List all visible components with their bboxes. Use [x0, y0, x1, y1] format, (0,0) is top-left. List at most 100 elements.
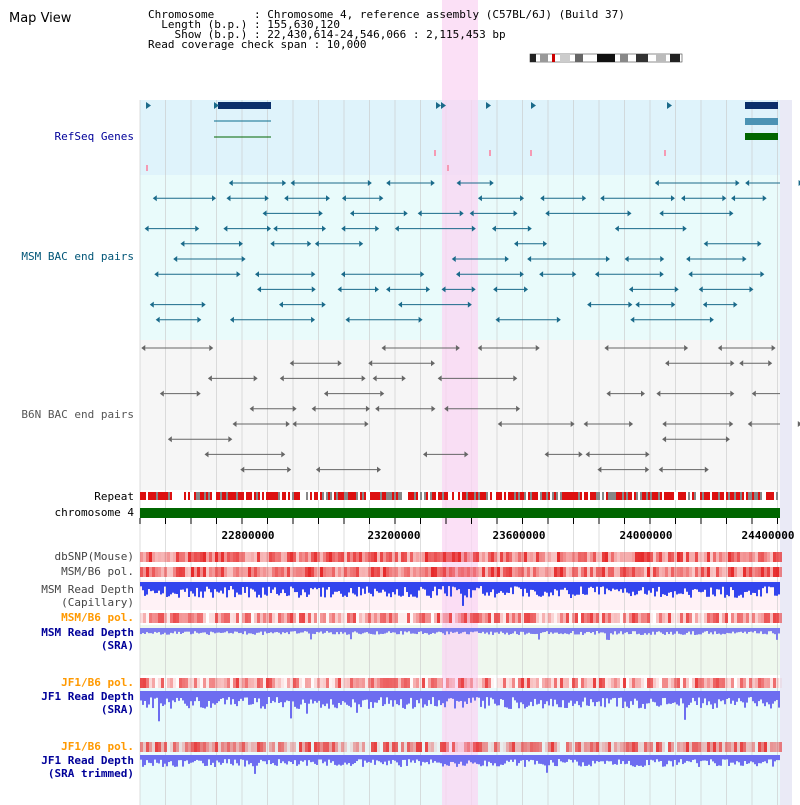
repeat-mark — [676, 492, 678, 500]
bac-end — [167, 436, 172, 443]
read-depth-bar — [288, 755, 290, 762]
repeat-mark — [358, 492, 360, 500]
track-label-dbsnp[interactable]: dbSNP(Mouse) — [54, 550, 134, 563]
repeat-mark — [326, 492, 328, 500]
snp-heat-cell — [221, 613, 224, 623]
snp-heat-cell — [215, 613, 218, 623]
repeat-mark — [556, 492, 558, 500]
snp-heat-cell — [593, 678, 596, 688]
bac-end — [467, 301, 472, 308]
snp-heat-cell — [638, 567, 641, 577]
bac-end — [159, 390, 164, 397]
track-label-msm-pol-2[interactable]: MSM/B6 pol. — [61, 611, 134, 624]
track-label-msm-depth-sra[interactable]: MSM Read Depth — [41, 626, 134, 639]
read-depth-bar — [774, 582, 776, 596]
read-depth-bar — [456, 628, 458, 632]
read-depth-bar — [746, 691, 748, 703]
read-depth-bar — [724, 691, 726, 705]
repeat-mark — [246, 492, 248, 500]
read-depth-bar — [142, 691, 144, 705]
read-depth-bar — [762, 628, 764, 635]
snp-heat-cell — [563, 567, 566, 577]
read-depth-bar — [762, 691, 764, 704]
snp-heat-cell — [602, 613, 605, 623]
read-depth-bar — [488, 582, 490, 596]
read-depth-bar — [332, 755, 334, 762]
snp-heat-cell — [497, 567, 500, 577]
repeat-mark — [464, 492, 466, 500]
track-label-chromosome[interactable]: chromosome 4 — [54, 506, 134, 519]
read-depth-bar — [538, 691, 540, 704]
track-label-refseq[interactable]: RefSeq Genes — [54, 130, 134, 143]
read-depth-bar — [726, 755, 728, 760]
ideogram-band — [597, 54, 615, 62]
track-label-b6n-bac[interactable]: B6N BAC end pairs — [21, 408, 134, 421]
read-depth-bar — [662, 628, 664, 634]
snp-heat-cell — [476, 552, 479, 562]
track-label-msm-bac[interactable]: MSM BAC end pairs — [21, 250, 134, 263]
track-label-jf1-pol-1[interactable]: JF1/B6 pol. — [61, 676, 134, 689]
snp-heat-cell — [275, 567, 278, 577]
snp-heat-cell — [545, 552, 548, 562]
snp-heat-cell — [476, 613, 479, 623]
snp-heat-cell — [614, 678, 617, 688]
bac-end — [341, 195, 346, 202]
snp-heat-cell — [440, 613, 443, 623]
read-depth-bar — [408, 691, 410, 704]
read-depth-bar — [752, 628, 754, 633]
read-depth-bar — [238, 755, 240, 766]
snp-heat-cell — [326, 742, 329, 752]
read-depth-bar — [746, 582, 748, 592]
read-depth-bar — [388, 582, 390, 594]
chromosome-bar — [140, 508, 780, 518]
bac-end — [236, 271, 241, 278]
bac-end — [253, 375, 258, 382]
track-label-msm-depth-cap[interactable]: MSM Read Depth — [41, 583, 134, 596]
track-label-msm-pol-1[interactable]: MSM/B6 pol. — [61, 565, 134, 578]
read-depth-bar — [766, 691, 768, 703]
read-depth-bar — [702, 628, 704, 633]
snp-heat-cell — [710, 613, 713, 623]
read-depth-bar — [232, 628, 234, 634]
snp-heat-cell — [407, 678, 410, 688]
read-depth-bar — [162, 582, 164, 594]
snp-heat-cell — [248, 613, 251, 623]
read-depth-bar — [538, 582, 540, 597]
snp-heat-cell — [503, 552, 506, 562]
read-depth-bar — [294, 628, 296, 632]
read-depth-bar — [308, 691, 310, 704]
snp-heat-cell — [329, 552, 332, 562]
bac-end — [226, 195, 231, 202]
snp-heat-cell — [776, 742, 779, 752]
read-depth-bar — [476, 628, 478, 632]
track-label-repeat[interactable]: Repeat — [94, 490, 134, 503]
track-label-jf1-depth-sra[interactable]: JF1 Read Depth — [41, 690, 134, 703]
track-label-jf1-pol-2[interactable]: JF1/B6 pol. — [61, 740, 134, 753]
snp-heat-cell — [248, 742, 251, 752]
read-depth-bar — [590, 582, 592, 587]
repeat-mark — [540, 492, 542, 500]
snp-heat-cell — [440, 552, 443, 562]
read-depth-bar — [650, 755, 652, 760]
read-depth-bar — [390, 691, 392, 701]
snp-heat-cell — [284, 678, 287, 688]
snp-heat-cell — [707, 567, 710, 577]
read-depth-bar — [534, 755, 536, 765]
snp-heat-cell — [458, 567, 461, 577]
snp-heat-cell — [404, 613, 407, 623]
snp-heat-cell — [539, 678, 542, 688]
snp-heat-cell — [260, 567, 263, 577]
repeat-mark — [140, 492, 142, 500]
read-depth-bar — [218, 691, 220, 702]
snp-heat-cell — [173, 552, 176, 562]
read-depth-bar — [394, 582, 396, 595]
read-depth-bar — [750, 628, 752, 632]
track-label-jf1-depth-trim[interactable]: JF1 Read Depth — [41, 754, 134, 767]
repeat-mark — [550, 492, 552, 500]
snp-heat-cell — [158, 613, 161, 623]
snp-heat-cell — [182, 613, 185, 623]
read-depth-bar — [622, 628, 624, 635]
snp-heat-cell — [416, 613, 419, 623]
